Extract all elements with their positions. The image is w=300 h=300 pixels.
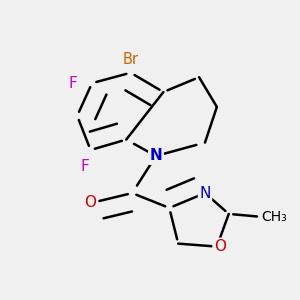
Text: N: N — [150, 148, 162, 164]
Text: O: O — [214, 239, 226, 254]
Text: CH₃: CH₃ — [262, 210, 287, 224]
Text: F: F — [80, 159, 89, 174]
Text: O: O — [85, 194, 97, 209]
Text: N: N — [199, 186, 211, 201]
Text: F: F — [68, 76, 77, 91]
Text: Br: Br — [123, 52, 139, 67]
